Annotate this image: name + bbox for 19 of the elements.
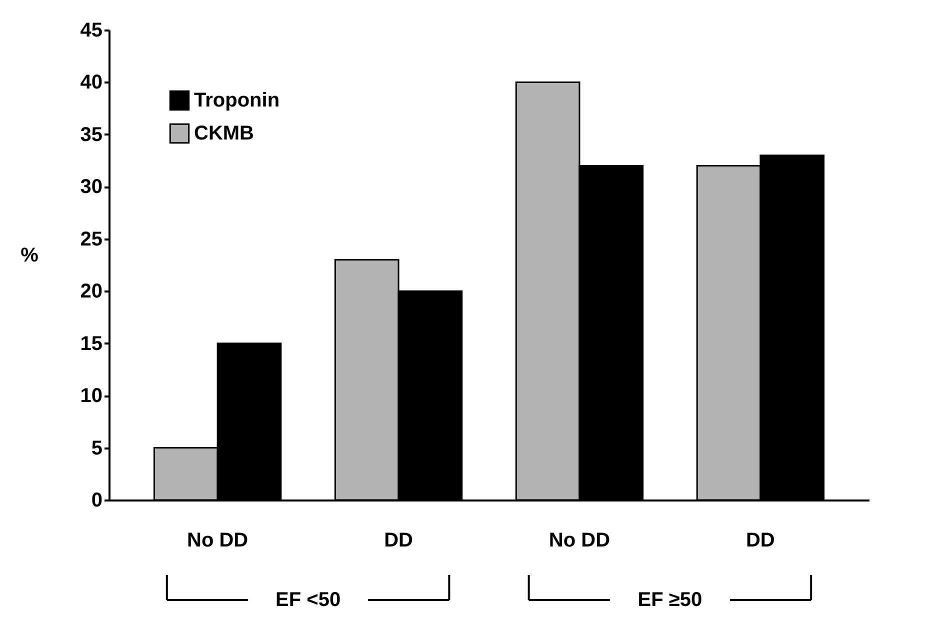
y-tick-label: 5: [91, 437, 102, 460]
text: EF <50: [276, 589, 341, 611]
legend-label: CKMB: [194, 122, 254, 144]
y-tick-label: 10: [80, 385, 102, 408]
x-tick-label: No DD: [548, 530, 610, 552]
y-tick-label: 25: [80, 228, 102, 250]
legend-label: Troponin: [194, 90, 280, 112]
x-tick-label: DD: [384, 530, 413, 552]
y-tick-label: 20: [80, 280, 102, 303]
y-axis-title: %: [20, 244, 39, 266]
x-tick-label: DD: [746, 530, 775, 552]
y-tick-label: 30: [80, 176, 102, 198]
y-tick-label: 35: [80, 124, 102, 146]
x-tick-label: No DD: [187, 530, 248, 552]
y-tick-label: 15: [80, 332, 102, 355]
y-tick-label: 40: [80, 72, 102, 94]
y-tick-label: 45: [80, 20, 102, 42]
y-tick-label: 0: [91, 490, 102, 512]
text: EF ≥50: [638, 589, 702, 611]
